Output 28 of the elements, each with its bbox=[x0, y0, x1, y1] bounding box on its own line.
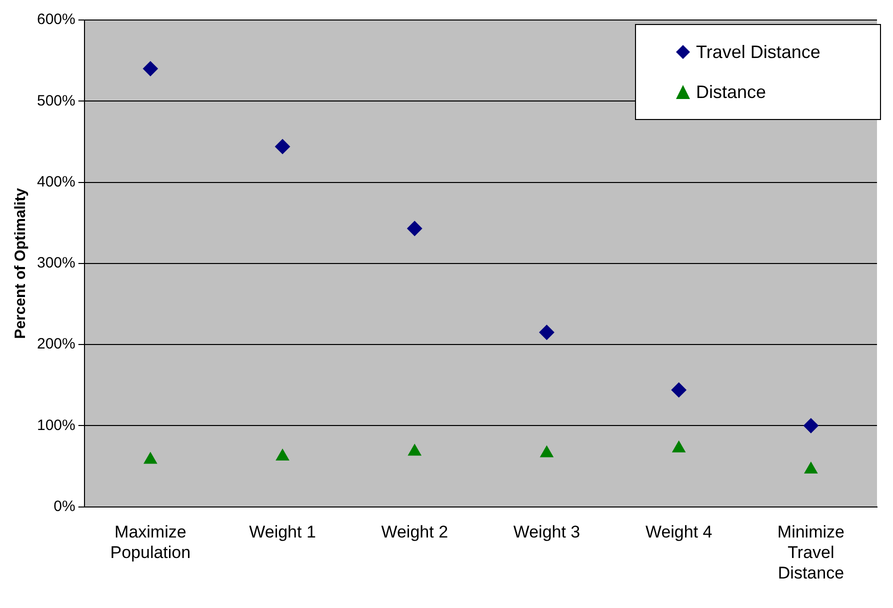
y-tick-label: 100% bbox=[36, 416, 76, 434]
point bbox=[803, 418, 818, 434]
point bbox=[407, 221, 422, 236]
y-tick-label: 500% bbox=[36, 92, 76, 110]
legend-label: Distance bbox=[696, 82, 766, 102]
point bbox=[142, 61, 158, 76]
y-tick-label: 200% bbox=[36, 336, 76, 353]
x-tick-label: Maximize Population bbox=[110, 522, 191, 562]
point bbox=[276, 449, 290, 460]
point bbox=[539, 324, 554, 340]
x-tick-label: Weight 1 bbox=[249, 522, 316, 542]
y-tick-label: 300% bbox=[36, 254, 76, 272]
y-tick-label: 600% bbox=[36, 11, 76, 28]
point bbox=[540, 446, 554, 458]
legend-label: Travel Distance bbox=[696, 42, 820, 62]
x-tick-label: Minimize Travel Distance bbox=[777, 522, 844, 582]
y-tick-label: 400% bbox=[36, 173, 76, 190]
point bbox=[275, 139, 290, 154]
point bbox=[408, 444, 422, 456]
x-tick-label: Weight 2 bbox=[381, 522, 448, 542]
point bbox=[144, 452, 157, 464]
y-tick-label: 0% bbox=[54, 498, 76, 515]
point bbox=[804, 462, 818, 474]
x-tick-label: Weight 3 bbox=[513, 522, 580, 542]
y-axis-title: Percent of Optimality bbox=[12, 187, 30, 339]
x-tick-label: Weight 4 bbox=[645, 522, 712, 542]
point bbox=[672, 440, 686, 452]
point bbox=[671, 382, 686, 398]
